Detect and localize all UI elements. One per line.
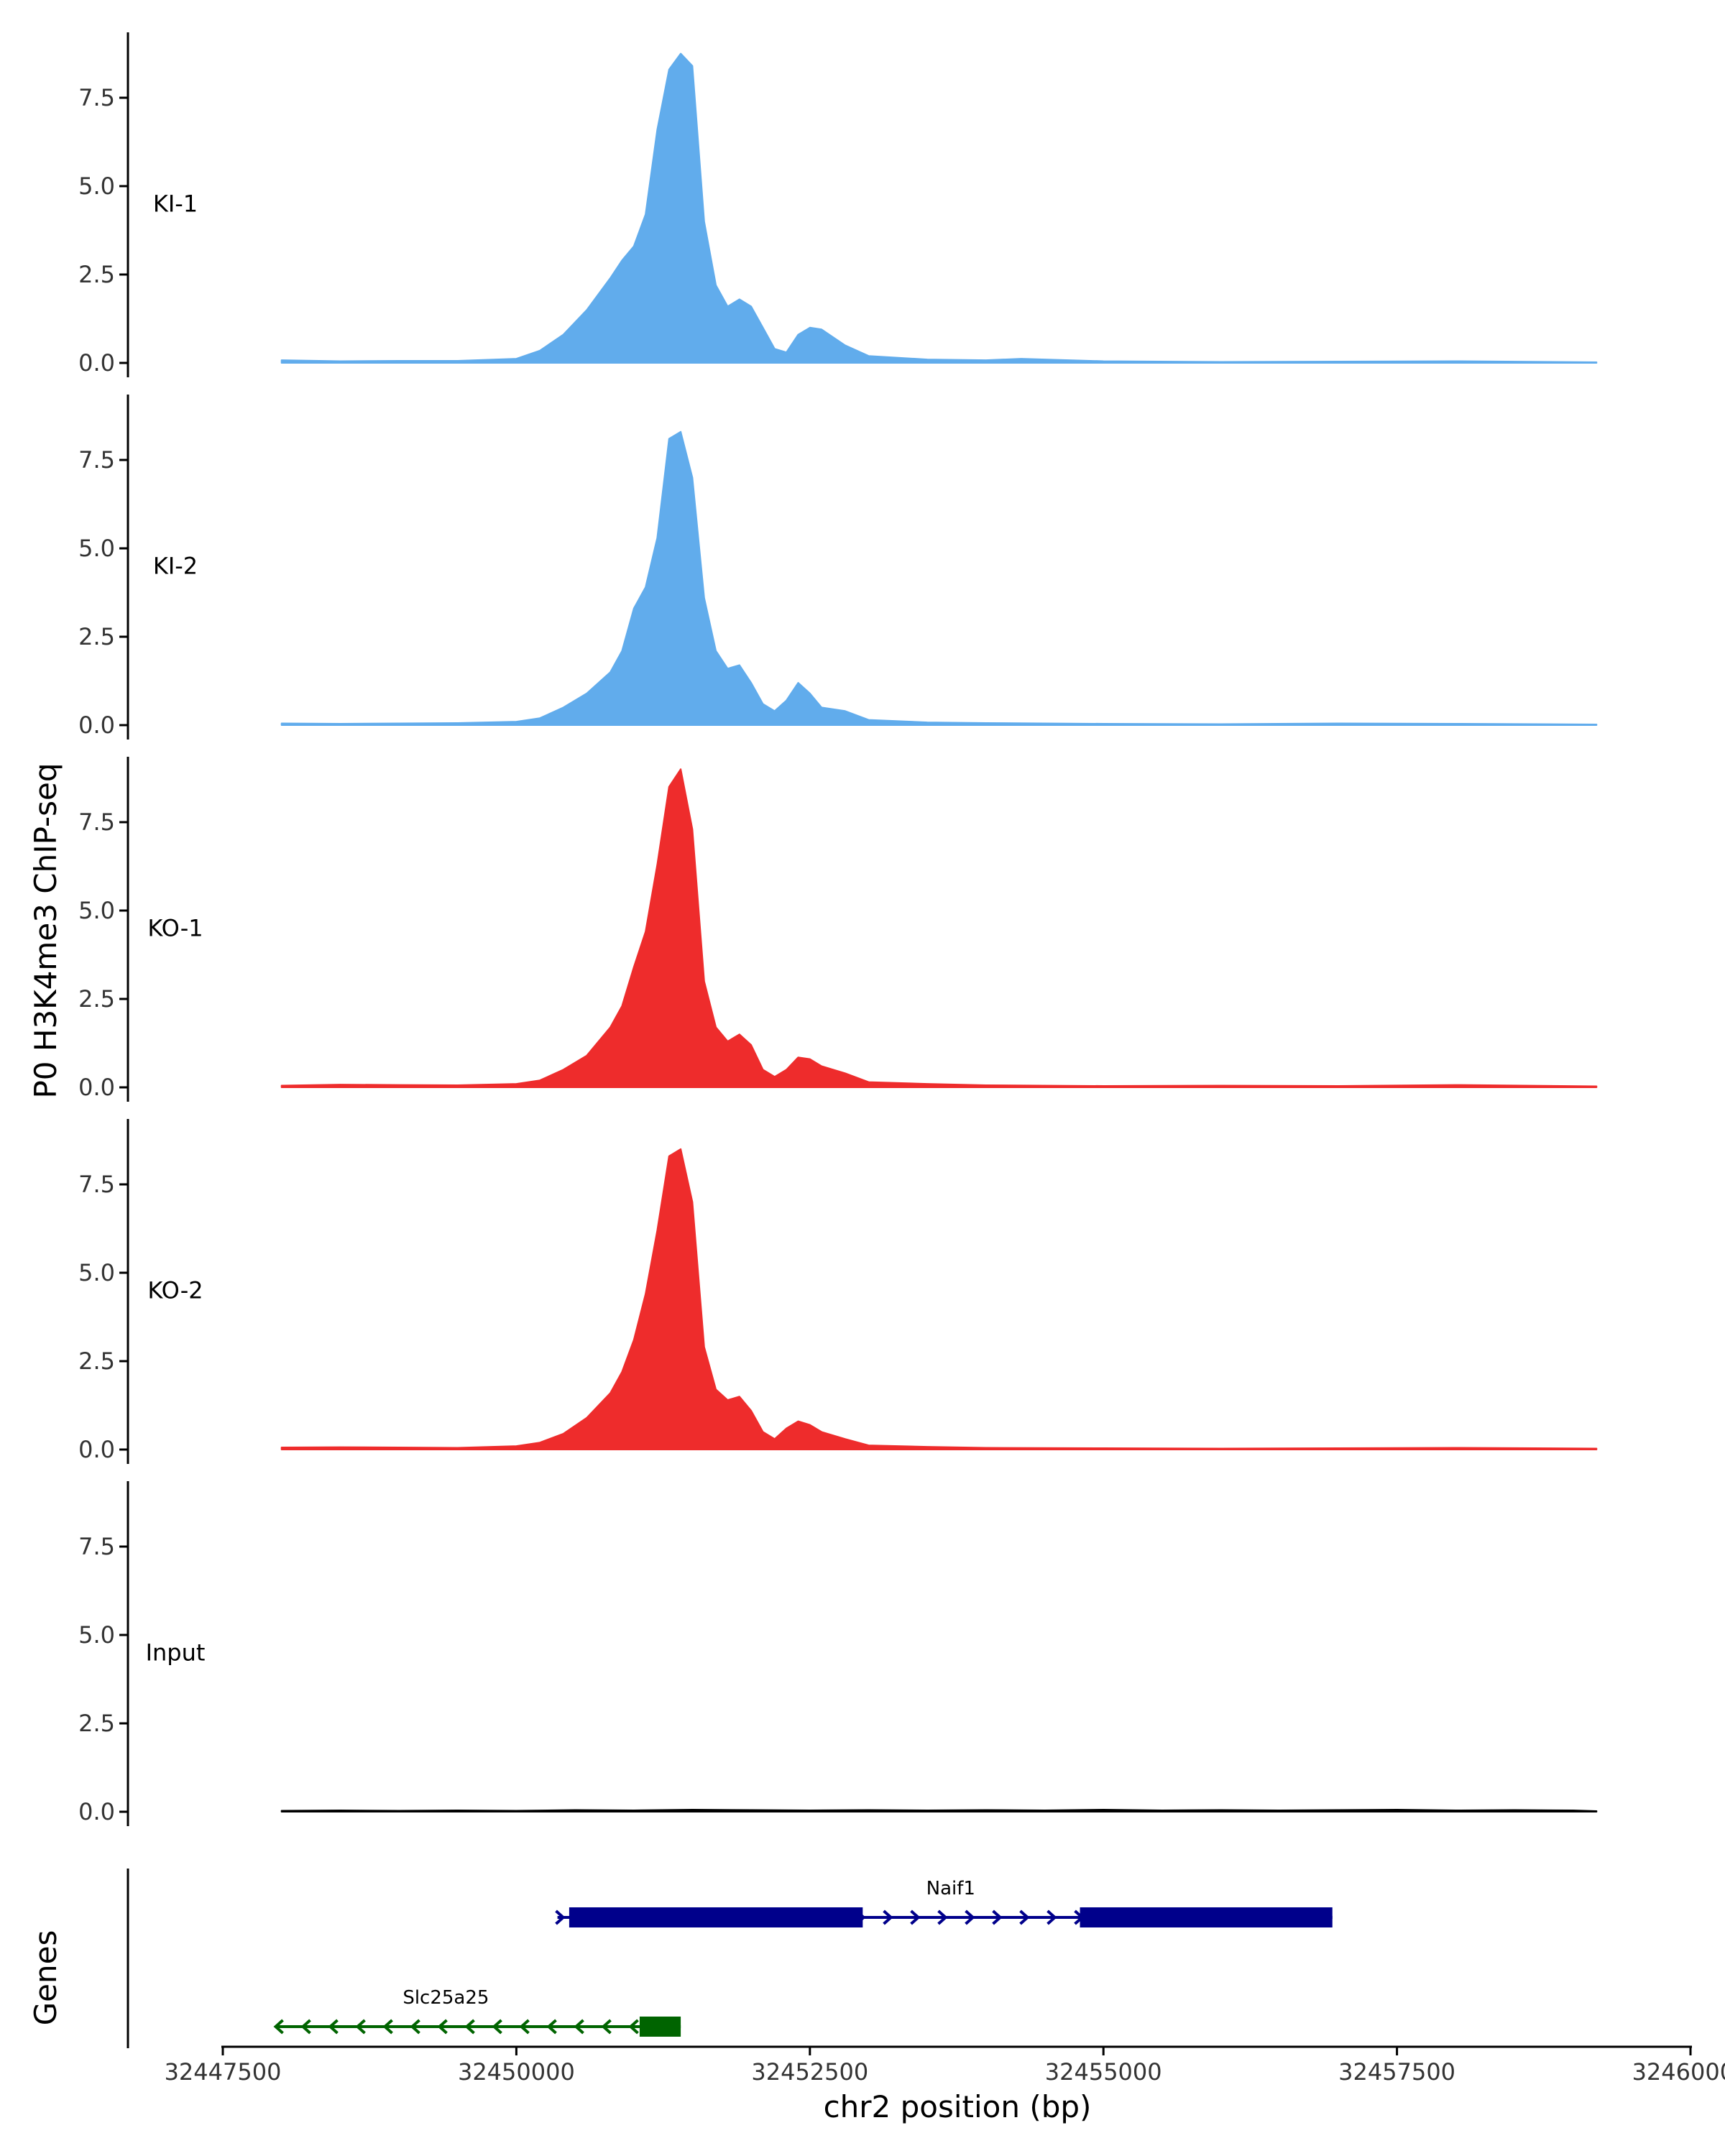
coverage-area-input — [280, 1809, 1598, 1812]
y-tick-label: 5.0 — [78, 1259, 115, 1286]
strand-chevron — [437, 2019, 448, 2035]
strand-chevron — [1046, 1909, 1057, 1925]
y-tick-label: 7.5 — [78, 1171, 115, 1198]
y-tick-label: 2.5 — [78, 261, 115, 288]
y-tick-label: 2.5 — [78, 1348, 115, 1375]
y-axis-title: P0 H3K4me3 ChIP-seq — [28, 763, 63, 1098]
x-tick-label: 32450000 — [458, 2058, 575, 2086]
track-panel-ki-2: 0.0 2.5 5.0 7.5 KI-2 — [78, 395, 1598, 740]
gene-label: Naif1 — [926, 1878, 975, 1899]
strand-chevron — [910, 1909, 921, 1925]
gene-slc25a25: Slc25a25 — [273, 1987, 681, 2037]
x-tick-label: 32452500 — [751, 2058, 868, 2086]
x-tick-label: 32447500 — [165, 2058, 282, 2086]
y-tick-label: 5.0 — [78, 1621, 115, 1649]
strand-chevron — [273, 2019, 284, 2035]
y-tick-label: 0.0 — [78, 1436, 115, 1463]
coverage-tracks: 0.0 2.5 5.0 7.5 KI-1 0.0 2.5 5.0 7.5 KI-2 0.0 2.5 5.… — [78, 32, 1598, 1826]
track-label: KI-2 — [153, 553, 198, 580]
genes-panel-title: Genes — [28, 1930, 63, 2026]
strand-chevron — [519, 2019, 530, 2035]
strand-chevron — [574, 2019, 584, 2035]
y-tick-label: 0.0 — [78, 349, 115, 377]
x-tick-label: 32460000 — [1632, 2058, 1725, 2086]
strand-chevron — [628, 2019, 639, 2035]
x-tick-label: 32457500 — [1338, 2058, 1455, 2086]
track-label: Input — [146, 1639, 206, 1667]
gene-exon — [639, 2017, 681, 2037]
track-panel-ki-1: 0.0 2.5 5.0 7.5 KI-1 — [78, 32, 1598, 377]
y-tick-label: 7.5 — [78, 446, 115, 474]
gene-exon — [569, 1907, 863, 1927]
coverage-area-ki-2 — [280, 430, 1598, 726]
strand-chevron — [546, 2019, 557, 2035]
y-tick-label: 7.5 — [78, 1533, 115, 1560]
strand-chevron — [1019, 1909, 1030, 1925]
gene-exon — [1080, 1907, 1333, 1927]
gene-naif1: Naif1 — [555, 1878, 1333, 1927]
strand-chevron — [555, 1909, 566, 1925]
strand-chevron — [992, 1909, 1003, 1925]
strand-chevron — [328, 2019, 339, 2035]
strand-chevron — [410, 2019, 420, 2035]
strand-chevron — [300, 2019, 311, 2035]
track-label: KO-1 — [147, 915, 203, 942]
coverage-area-ki-1 — [280, 52, 1598, 364]
y-tick-label: 0.0 — [78, 1798, 115, 1825]
track-panel-input: 0.0 2.5 5.0 7.5 Input — [78, 1481, 1598, 1826]
x-tick-label: 32455000 — [1045, 2058, 1162, 2086]
track-label: KO-2 — [147, 1277, 203, 1304]
x-axis-title: chr2 position (bp) — [824, 2089, 1092, 2124]
y-tick-label: 5.0 — [78, 897, 115, 924]
y-tick-label: 2.5 — [78, 623, 115, 650]
strand-chevron — [355, 2019, 366, 2035]
coverage-area-ko-1 — [280, 768, 1598, 1088]
y-tick-label: 2.5 — [78, 1710, 115, 1737]
strand-chevron — [965, 1909, 975, 1925]
y-tick-label: 0.0 — [78, 1074, 115, 1101]
x-axis: 32447500 32450000 32452500 32455000 32457500… — [165, 2045, 1725, 2086]
y-tick-label: 7.5 — [78, 808, 115, 836]
strand-chevron — [937, 1909, 948, 1925]
y-tick-label: 0.0 — [78, 711, 115, 739]
gene-annotation-panel: Naif1 Slc25a25 — [126, 1869, 1333, 2048]
y-tick-label: 7.5 — [78, 84, 115, 111]
y-tick-label: 5.0 — [78, 172, 115, 200]
y-tick-label: 5.0 — [78, 535, 115, 562]
strand-chevron — [601, 2019, 612, 2035]
strand-chevron — [492, 2019, 502, 2035]
track-panel-ko-1: 0.0 2.5 5.0 7.5 KO-1 — [78, 757, 1598, 1102]
strand-chevron — [883, 1909, 893, 1925]
track-label: KI-1 — [153, 190, 198, 218]
track-panel-ko-2: 0.0 2.5 5.0 7.5 KO-2 — [78, 1119, 1598, 1464]
y-tick-label: 2.5 — [78, 985, 115, 1013]
coverage-area-ko-2 — [280, 1148, 1598, 1450]
strand-chevron — [464, 2019, 475, 2035]
strand-chevron — [382, 2019, 393, 2035]
gene-label: Slc25a25 — [402, 1987, 489, 2009]
